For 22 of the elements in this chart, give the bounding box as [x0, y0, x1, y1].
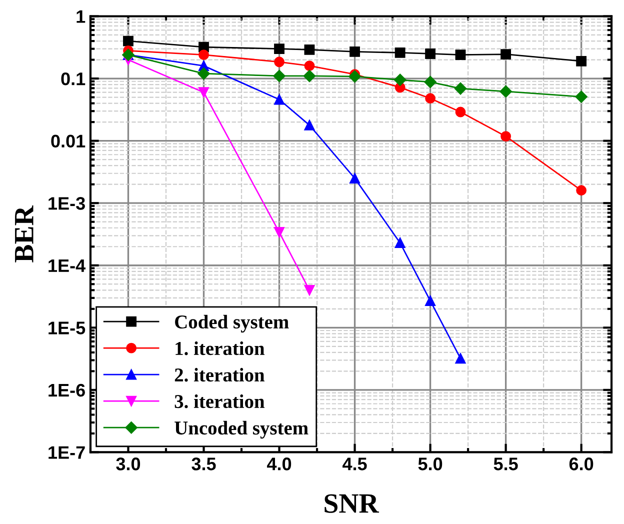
x-tick-label: 5.0	[418, 458, 442, 470]
legend-label: Coded system	[175, 314, 289, 333]
x-tick-label: 4.5	[342, 458, 367, 470]
y-tick-label: 1E-7	[48, 446, 85, 459]
x-tick-label: 6.0	[569, 458, 594, 470]
y-tick-label: 1E-6	[48, 384, 85, 397]
legend-label: 2. iteration	[174, 368, 265, 382]
y-tick-label: 0.01	[51, 134, 86, 148]
y-tick-label: 1E-3	[48, 197, 85, 210]
x-tick-label: 3.5	[192, 458, 216, 470]
y-tick-label: 1	[76, 10, 86, 23]
x-tick-label: 4.0	[266, 458, 292, 470]
x-tick-label: 3.0	[116, 458, 140, 470]
y-tick-label: 1E-5	[48, 322, 86, 334]
y-tick-label: 0.1	[61, 72, 86, 86]
legend-label: Uncoded system	[174, 420, 308, 439]
x-axis-title: SNR	[324, 494, 380, 513]
legend-label: 1. iteration	[176, 341, 265, 356]
y-tick-label: 1E-4	[48, 259, 86, 272]
legend-label: 3. iteration	[174, 394, 265, 408]
x-tick-label: 5.5	[494, 458, 518, 470]
y-axis-title: BER	[15, 205, 34, 262]
